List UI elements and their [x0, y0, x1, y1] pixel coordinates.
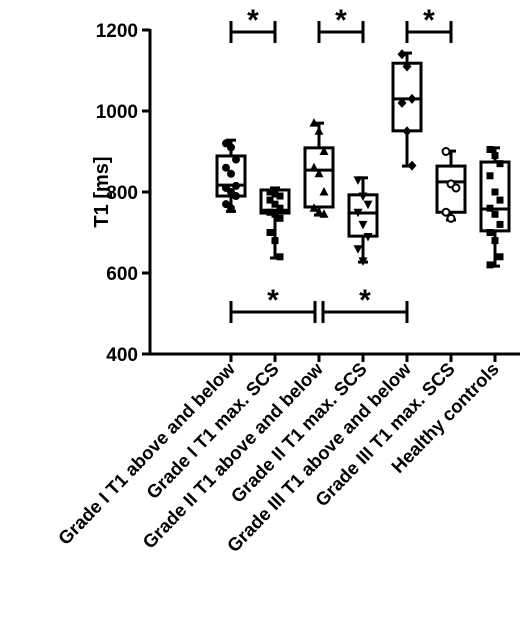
x-tick-label: Grade II T1 above and below — [138, 358, 327, 553]
point — [358, 220, 368, 230]
point — [491, 152, 499, 160]
y-tick-label: 600 — [106, 264, 138, 285]
point — [319, 209, 329, 218]
point — [496, 160, 504, 168]
point — [227, 169, 235, 178]
significance-label: * — [359, 284, 371, 317]
point — [363, 200, 373, 210]
point — [276, 204, 284, 212]
point — [491, 237, 499, 245]
point — [358, 192, 368, 202]
point — [266, 208, 274, 216]
point — [266, 196, 274, 204]
point — [441, 207, 451, 217]
point — [491, 210, 499, 218]
point — [227, 143, 235, 152]
point — [309, 162, 319, 172]
significance-label: * — [423, 4, 435, 37]
point — [309, 118, 319, 127]
point — [486, 172, 494, 180]
point — [446, 213, 456, 223]
point — [271, 237, 279, 245]
y-axis-label: T1 [ms] — [91, 156, 113, 227]
point — [314, 207, 324, 216]
point — [232, 192, 240, 201]
point — [271, 190, 279, 198]
y-tick-label: 1000 — [96, 102, 138, 123]
x-tick-label: Grade I T1 above and below — [54, 358, 239, 549]
point — [397, 49, 407, 60]
box — [435, 164, 467, 214]
point — [314, 126, 324, 135]
box — [303, 146, 335, 209]
point — [486, 204, 494, 212]
significance-label: * — [267, 284, 279, 317]
point — [276, 192, 284, 200]
y-tick-label: 1200 — [96, 21, 138, 42]
point — [486, 145, 494, 153]
point — [319, 187, 329, 196]
point — [309, 203, 319, 212]
point — [314, 168, 324, 178]
significance-label: * — [247, 4, 259, 37]
point — [232, 155, 240, 164]
point — [486, 229, 494, 236]
point — [232, 181, 240, 190]
point — [491, 188, 499, 196]
point — [222, 163, 230, 172]
point — [271, 200, 279, 208]
point — [353, 245, 363, 254]
point — [353, 176, 363, 185]
point — [276, 253, 284, 261]
point — [407, 160, 417, 171]
point — [441, 147, 451, 156]
point — [276, 214, 284, 222]
point — [266, 188, 274, 196]
point — [451, 183, 461, 193]
point — [319, 146, 329, 155]
point — [407, 93, 417, 104]
point — [486, 261, 494, 269]
point — [266, 229, 274, 236]
point — [496, 196, 504, 204]
point — [496, 253, 504, 261]
point — [402, 126, 412, 137]
point — [397, 97, 407, 108]
point — [363, 233, 373, 242]
point — [271, 210, 279, 218]
box — [479, 160, 511, 233]
point — [353, 208, 363, 218]
point — [402, 61, 412, 72]
y-tick-label: 800 — [106, 183, 138, 204]
significance-label: * — [335, 4, 347, 37]
point — [496, 220, 504, 228]
point — [358, 257, 368, 266]
y-tick-label: 400 — [106, 345, 138, 366]
point — [227, 204, 235, 213]
box — [391, 61, 423, 133]
